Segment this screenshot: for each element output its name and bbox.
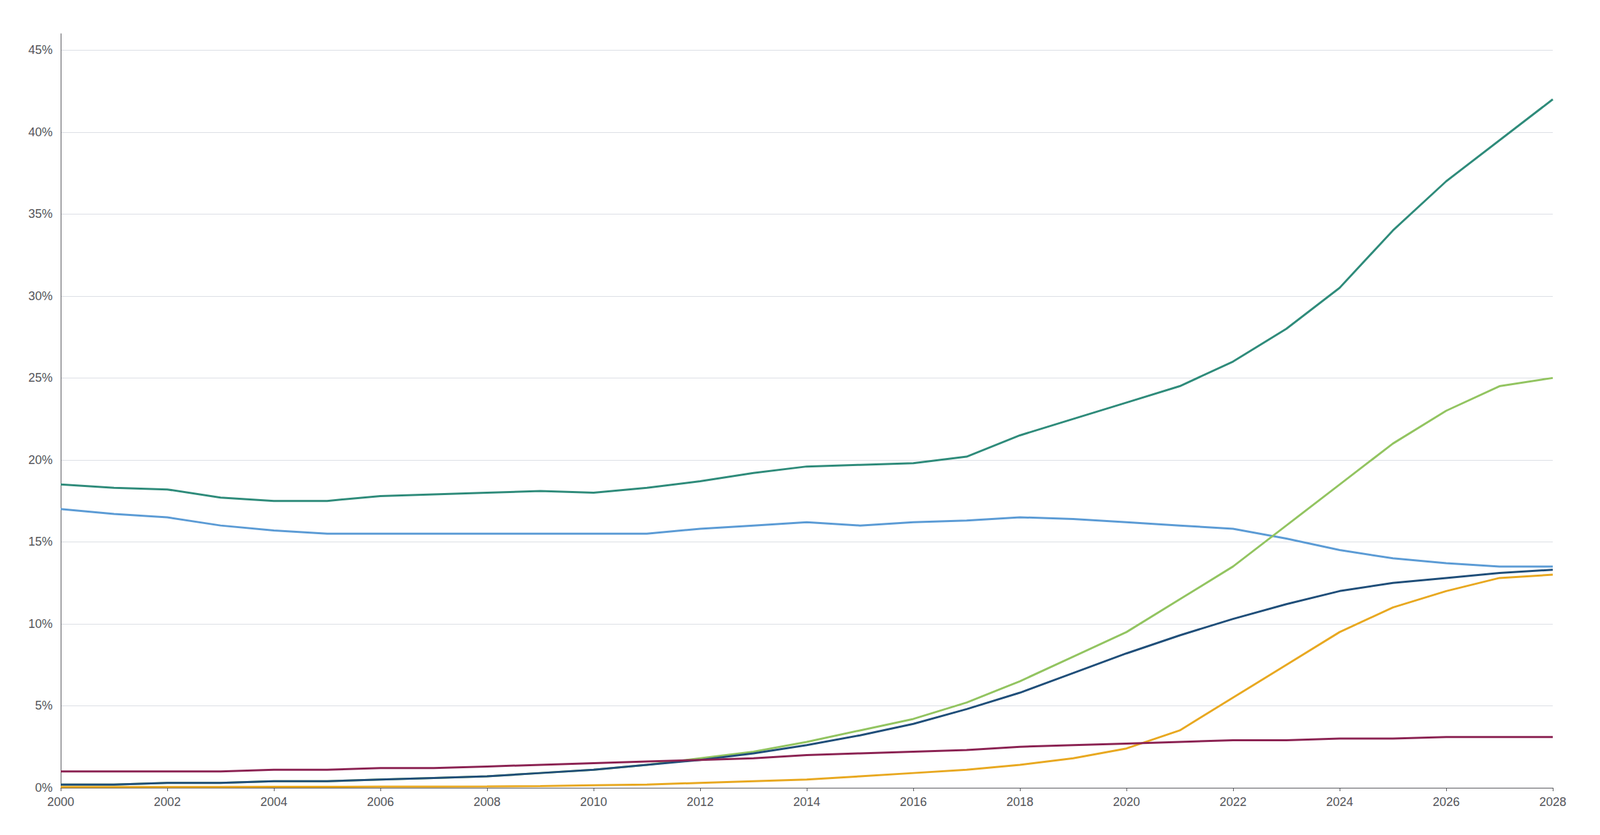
- svg-text:15%: 15%: [28, 534, 53, 549]
- svg-text:10%: 10%: [28, 617, 53, 631]
- svg-text:0%: 0%: [35, 781, 53, 795]
- svg-text:2018: 2018: [1006, 795, 1034, 809]
- svg-text:5%: 5%: [35, 698, 53, 713]
- svg-text:2004: 2004: [260, 795, 288, 809]
- svg-text:2026: 2026: [1432, 795, 1460, 809]
- svg-text:2000: 2000: [47, 795, 75, 809]
- svg-text:35%: 35%: [28, 207, 53, 221]
- svg-text:2008: 2008: [473, 795, 501, 809]
- svg-text:40%: 40%: [28, 125, 53, 139]
- svg-text:2020: 2020: [1112, 795, 1140, 809]
- svg-text:45%: 45%: [28, 43, 53, 57]
- svg-text:2024: 2024: [1326, 795, 1354, 809]
- svg-text:2028: 2028: [1539, 795, 1567, 809]
- svg-text:2006: 2006: [366, 795, 394, 809]
- svg-text:2014: 2014: [793, 795, 821, 809]
- svg-text:20%: 20%: [28, 453, 53, 467]
- svg-text:2016: 2016: [899, 795, 927, 809]
- svg-text:2010: 2010: [580, 795, 608, 809]
- svg-text:30%: 30%: [28, 289, 53, 303]
- svg-text:2012: 2012: [686, 795, 714, 809]
- svg-text:2002: 2002: [153, 795, 181, 809]
- svg-text:25%: 25%: [28, 370, 53, 385]
- svg-text:2022: 2022: [1219, 795, 1247, 809]
